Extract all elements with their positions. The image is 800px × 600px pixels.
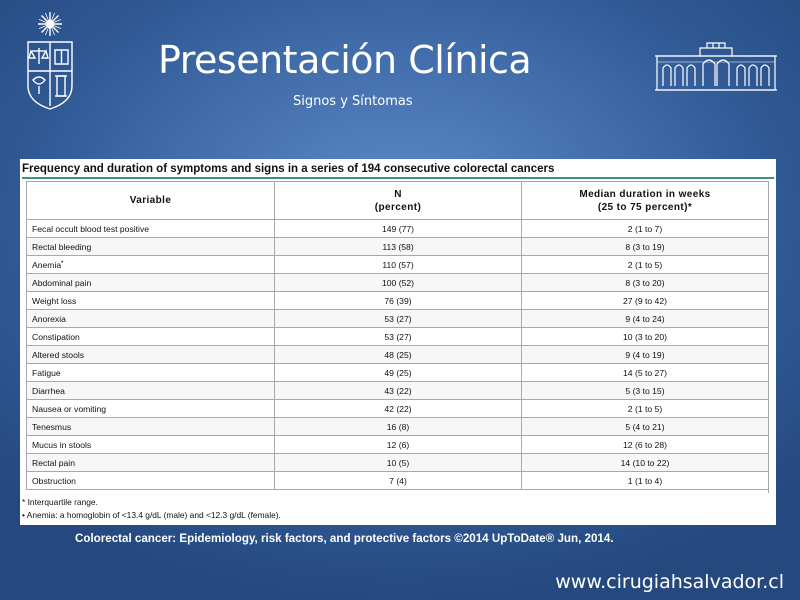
cell-n-percent: 149 (77) xyxy=(274,219,522,238)
variable-label: Nausea or vomiting xyxy=(32,403,107,414)
cell-median-duration: 8 (3 to 20) xyxy=(521,273,769,292)
variable-label: Anemia xyxy=(32,259,62,270)
variable-label: Weight loss xyxy=(32,295,77,306)
cell-n-percent: 42 (22) xyxy=(274,399,522,418)
cell-n-percent: 110 (57) xyxy=(274,255,522,274)
cell-n-percent: 16 (8) xyxy=(274,417,522,436)
cell-variable: Altered stools xyxy=(26,345,275,364)
cell-variable: Rectal bleeding xyxy=(26,237,275,256)
cell-variable: Anorexia xyxy=(26,309,275,328)
cell-median-duration: 5 (4 to 21) xyxy=(521,417,769,436)
cell-variable: Rectal pain xyxy=(26,453,275,472)
caption-rule xyxy=(22,177,774,179)
cell-median-duration: 9 (4 to 19) xyxy=(521,345,769,364)
cell-median-duration: 8 (3 to 19) xyxy=(521,237,769,256)
variable-label: Fatigue xyxy=(32,367,61,378)
cell-median-duration: 1 (1 to 4) xyxy=(521,471,769,490)
table-row: Rectal pain 10 (5) 14 (10 to 22) xyxy=(26,453,769,472)
header-n-line2: (percent) xyxy=(374,201,422,213)
variable-label: Fecal occult blood test positive xyxy=(32,223,150,234)
cell-n-percent: 7 (4) xyxy=(274,471,522,490)
cell-median-duration: 14 (5 to 27) xyxy=(521,363,769,382)
table-row: Anemia• 110 (57) 2 (1 to 5) xyxy=(26,255,769,274)
header-n: N (percent) xyxy=(274,181,522,220)
cell-median-duration: 5 (3 to 15) xyxy=(521,381,769,400)
cell-n-percent: 12 (6) xyxy=(274,435,522,454)
cell-median-duration: 27 (9 to 42) xyxy=(521,291,769,310)
table-row: Tenesmus 16 (8) 5 (4 to 21) xyxy=(26,417,769,436)
slide-subtitle: Signos y Síntomas xyxy=(293,94,413,109)
cell-n-percent: 53 (27) xyxy=(274,327,522,346)
table-panel: Frequency and duration of symptoms and s… xyxy=(20,159,776,525)
cell-variable: Weight loss xyxy=(26,291,275,310)
table-row: Weight loss 76 (39) 27 (9 to 42) xyxy=(26,291,769,310)
cell-median-duration: 2 (1 to 5) xyxy=(521,399,769,418)
footnote-interquartile: * Interquartile range. xyxy=(22,497,98,507)
table-right-border xyxy=(768,181,774,493)
cell-variable: Constipation xyxy=(26,327,275,346)
footnote-marker: • xyxy=(61,259,64,266)
cell-variable: Diarrhea xyxy=(26,381,275,400)
header-n-line1: N xyxy=(394,188,402,200)
cell-n-percent: 43 (22) xyxy=(274,381,522,400)
source-citation: Colorectal cancer: Epidemiology, risk fa… xyxy=(75,532,614,545)
variable-label: Abdominal pain xyxy=(32,277,92,288)
table-row: Altered stools 48 (25) 9 (4 to 19) xyxy=(26,345,769,364)
table-row: Constipation 53 (27) 10 (3 to 20) xyxy=(26,327,769,346)
table-caption: Frequency and duration of symptoms and s… xyxy=(22,163,555,175)
cell-median-duration: 10 (3 to 20) xyxy=(521,327,769,346)
cell-variable: Obstruction xyxy=(26,471,275,490)
table-row: Mucus in stools 12 (6) 12 (6 to 28) xyxy=(26,435,769,454)
table-row: Anorexia 53 (27) 9 (4 to 24) xyxy=(26,309,769,328)
header-duration: Median duration in weeks (25 to 75 perce… xyxy=(521,181,769,220)
variable-label: Anorexia xyxy=(32,313,66,324)
cell-median-duration: 9 (4 to 24) xyxy=(521,309,769,328)
cell-median-duration: 12 (6 to 28) xyxy=(521,435,769,454)
variable-label: Tenesmus xyxy=(32,421,72,432)
cell-variable: Tenesmus xyxy=(26,417,275,436)
table-row: Fecal occult blood test positive 149 (77)… xyxy=(26,219,769,238)
variable-label: Diarrhea xyxy=(32,385,65,396)
cell-n-percent: 113 (58) xyxy=(274,237,522,256)
cell-n-percent: 10 (5) xyxy=(274,453,522,472)
cell-variable: Nausea or vomiting xyxy=(26,399,275,418)
cell-median-duration: 2 (1 to 7) xyxy=(521,219,769,238)
table-row: Fatigue 49 (25) 14 (5 to 27) xyxy=(26,363,769,382)
cell-n-percent: 100 (52) xyxy=(274,273,522,292)
variable-label: Rectal bleeding xyxy=(32,241,92,252)
university-crest-icon xyxy=(22,8,78,112)
header-duration-line1: Median duration in weeks xyxy=(579,188,711,200)
cell-n-percent: 53 (27) xyxy=(274,309,522,328)
table-body: Fecal occult blood test positive 149 (77)… xyxy=(26,219,769,490)
cell-variable: Fecal occult blood test positive xyxy=(26,219,275,238)
variable-label: Obstruction xyxy=(32,475,76,486)
variable-label: Constipation xyxy=(32,331,80,342)
footnote-anemia: • Anemia: a homoglobin of <13.4 g/dL (ma… xyxy=(22,510,281,520)
symptoms-table: Variable N (percent) Median duration in … xyxy=(26,181,769,490)
cell-n-percent: 76 (39) xyxy=(274,291,522,310)
header-variable: Variable xyxy=(26,181,275,220)
table-header-row: Variable N (percent) Median duration in … xyxy=(26,181,769,220)
table-row: Abdominal pain 100 (52) 8 (3 to 20) xyxy=(26,273,769,292)
cell-variable: Abdominal pain xyxy=(26,273,275,292)
cell-n-percent: 48 (25) xyxy=(274,345,522,364)
table-row: Obstruction 7 (4) 1 (1 to 4) xyxy=(26,471,769,490)
hospital-building-icon xyxy=(655,42,777,94)
website-url[interactable]: www.cirugiahsalvador.cl xyxy=(555,571,784,593)
cell-n-percent: 49 (25) xyxy=(274,363,522,382)
cell-median-duration: 14 (10 to 22) xyxy=(521,453,769,472)
cell-median-duration: 2 (1 to 5) xyxy=(521,255,769,274)
variable-label: Altered stools xyxy=(32,349,85,360)
header-duration-line2: (25 to 75 percent)* xyxy=(597,201,693,213)
cell-variable: Fatigue xyxy=(26,363,275,382)
slide-title: Presentación Clínica xyxy=(158,38,532,82)
variable-label: Rectal pain xyxy=(32,457,75,468)
cell-variable: Anemia• xyxy=(26,255,275,274)
table-row: Nausea or vomiting 42 (22) 2 (1 to 5) xyxy=(26,399,769,418)
variable-label: Mucus in stools xyxy=(32,439,92,450)
table-row: Rectal bleeding 113 (58) 8 (3 to 19) xyxy=(26,237,769,256)
table-row: Diarrhea 43 (22) 5 (3 to 15) xyxy=(26,381,769,400)
cell-variable: Mucus in stools xyxy=(26,435,275,454)
